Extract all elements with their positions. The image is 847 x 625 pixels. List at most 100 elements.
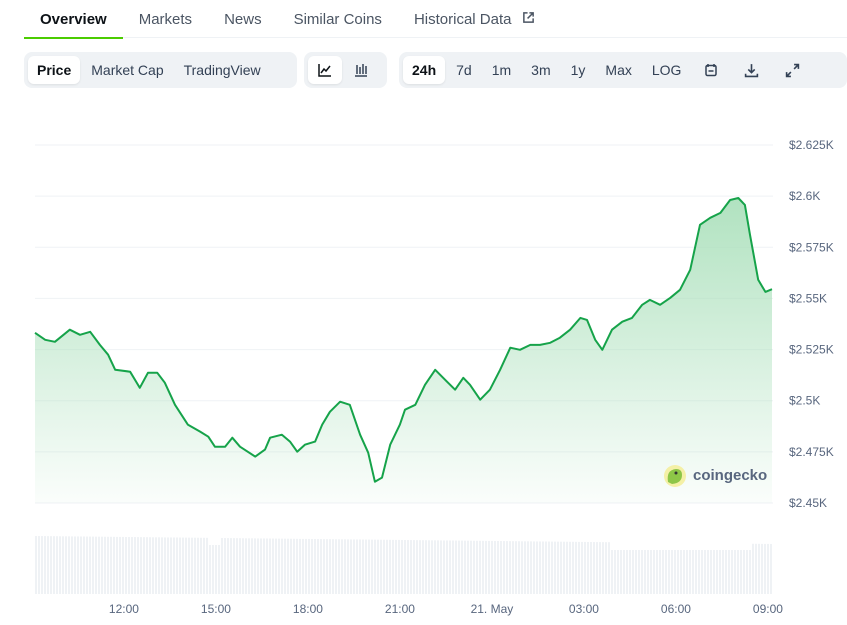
- tab-news[interactable]: News: [208, 0, 278, 38]
- volume-bar: [224, 538, 226, 594]
- volume-bar: [713, 550, 715, 594]
- volume-bar: [632, 550, 634, 594]
- calendar-button[interactable]: [692, 56, 730, 84]
- volume-bar: [269, 538, 271, 594]
- volume-bar: [509, 541, 511, 594]
- volume-bar: [317, 539, 319, 594]
- volume-bar: [569, 541, 571, 594]
- volume-bar: [359, 539, 361, 594]
- x-tick-label: 12:00: [109, 602, 139, 616]
- volume-bar: [371, 539, 373, 594]
- volume-bar: [680, 550, 682, 594]
- y-tick-label: $2.525K: [789, 343, 834, 357]
- tab-markets[interactable]: Markets: [123, 0, 208, 38]
- volume-bar: [551, 541, 553, 594]
- price-button[interactable]: Price: [28, 56, 81, 84]
- volume-bar: [104, 536, 106, 594]
- volume-bar: [38, 536, 40, 594]
- y-tick-label: $2.55K: [789, 291, 827, 305]
- volume-bar: [449, 540, 451, 594]
- y-tick-label: $2.475K: [789, 445, 834, 459]
- range-1m-button[interactable]: 1m: [491, 62, 512, 78]
- volume-bar: [290, 538, 292, 594]
- volume-bar: [638, 550, 640, 594]
- volume-bar: [413, 540, 415, 594]
- volume-bar: [437, 540, 439, 594]
- y-tick-label: $2.5K: [789, 394, 820, 408]
- market-cap-button[interactable]: Market Cap: [91, 62, 164, 78]
- volume-bar: [89, 536, 91, 594]
- volume-bar: [338, 539, 340, 594]
- volume-bar: [248, 538, 250, 594]
- volume-bar: [524, 541, 526, 594]
- volume-bar: [593, 542, 595, 594]
- volume-bar: [443, 540, 445, 594]
- line-chart-button[interactable]: [308, 56, 342, 84]
- volume-bar: [494, 540, 496, 594]
- volume-bar: [362, 539, 364, 594]
- tab-historical-data[interactable]: Historical Data: [398, 0, 551, 38]
- range-3m-button[interactable]: 3m: [531, 62, 551, 78]
- volume-bar: [296, 538, 298, 594]
- volume-bar: [266, 538, 268, 594]
- log-scale-button[interactable]: LOG: [651, 62, 682, 78]
- volume-bar: [194, 537, 196, 594]
- volume-bar: [263, 538, 265, 594]
- fullscreen-button[interactable]: [773, 56, 812, 84]
- volume-bar: [557, 541, 559, 594]
- tab-similar-coins[interactable]: Similar Coins: [278, 0, 398, 38]
- volume-bar: [770, 543, 772, 594]
- range-24h-button[interactable]: 24h: [403, 56, 446, 84]
- volume-bar: [278, 538, 280, 594]
- range-1y-button[interactable]: 1y: [570, 62, 586, 78]
- volume-bar: [218, 545, 220, 594]
- x-tick-label: 18:00: [293, 602, 323, 616]
- volume-bar: [605, 542, 607, 594]
- volume-bar: [299, 538, 301, 594]
- volume-bar: [677, 550, 679, 594]
- volume-bar: [488, 540, 490, 594]
- volume-bar: [215, 545, 217, 594]
- volume-bar: [203, 537, 205, 594]
- volume-bar: [389, 539, 391, 594]
- volume-bar: [590, 542, 592, 594]
- volume-bar: [581, 541, 583, 594]
- volume-bar: [251, 538, 253, 594]
- volume-bar: [635, 550, 637, 594]
- volume-bar: [287, 538, 289, 594]
- volume-bar: [758, 543, 760, 594]
- volume-bar: [722, 550, 724, 594]
- volume-bar: [140, 537, 142, 594]
- volume-bar: [191, 537, 193, 594]
- volume-bar: [536, 541, 538, 594]
- volume-bar: [431, 540, 433, 594]
- volume-bar: [698, 550, 700, 594]
- tradingview-button[interactable]: TradingView: [183, 62, 261, 78]
- x-tick-label: 09:00: [753, 602, 783, 616]
- volume-bar: [101, 536, 103, 594]
- volume-bar: [521, 541, 523, 594]
- volume-bar: [284, 538, 286, 594]
- volume-bar: [566, 541, 568, 594]
- volume-bar: [608, 542, 610, 594]
- volume-bar: [320, 539, 322, 594]
- external-link-icon: [522, 11, 535, 27]
- tab-overview[interactable]: Overview: [24, 0, 123, 39]
- download-button[interactable]: [732, 56, 771, 84]
- volume-bar: [719, 550, 721, 594]
- volume-bar: [503, 541, 505, 594]
- range-7d-button[interactable]: 7d: [456, 62, 472, 78]
- volume-bar: [737, 550, 739, 594]
- range-max-button[interactable]: Max: [605, 62, 632, 78]
- volume-bar: [689, 550, 691, 594]
- volume-bar: [161, 537, 163, 594]
- watermark-text: coingecko: [693, 467, 767, 484]
- x-tick-label: 06:00: [661, 602, 691, 616]
- volume-bar: [365, 539, 367, 594]
- volume-bar: [227, 538, 229, 594]
- candlestick-chart-button[interactable]: [344, 56, 378, 84]
- volume-bar: [530, 541, 532, 594]
- volume-bar: [602, 542, 604, 594]
- volume-bar: [260, 538, 262, 594]
